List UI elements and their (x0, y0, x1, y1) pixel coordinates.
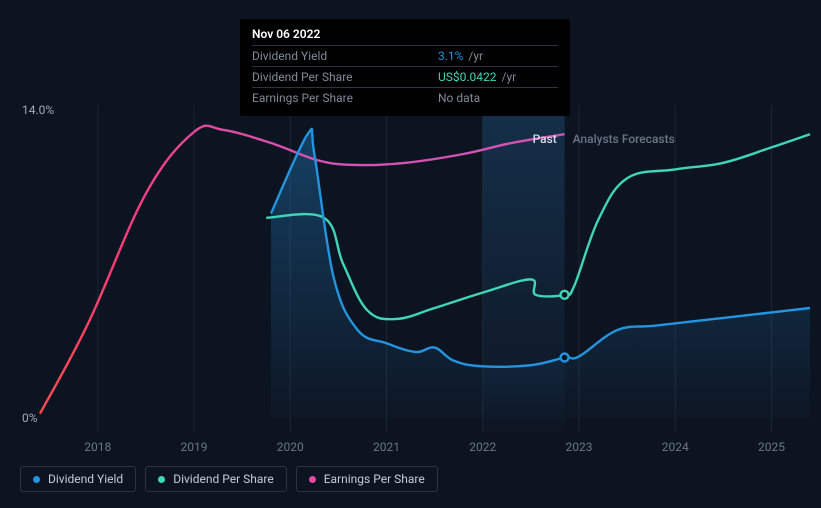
legend-item-earnings-per-share[interactable]: Earnings Per Share (296, 466, 438, 492)
tooltip-row: Dividend Per Share US$0.0422 /yr (252, 66, 558, 87)
tooltip-row: Dividend Yield 3.1% /yr (252, 45, 558, 66)
past-label: Past (533, 132, 557, 146)
legend-dot (33, 476, 40, 483)
legend-item-dividend-yield[interactable]: Dividend Yield (20, 466, 136, 492)
legend-item-dividend-per-share[interactable]: Dividend Per Share (145, 466, 287, 492)
legend-label: Dividend Yield (48, 472, 123, 486)
y-tick-label: 0% (22, 411, 38, 425)
chart-tooltip: Nov 06 2022 Dividend Yield3.1% /yrDivide… (240, 19, 570, 116)
tooltip-row-label: Dividend Per Share (252, 70, 353, 84)
tooltip-date: Nov 06 2022 (252, 27, 558, 45)
x-tick-label: 2025 (758, 440, 785, 454)
legend-label: Earnings Per Share (324, 472, 425, 486)
legend-label: Dividend Per Share (173, 472, 274, 486)
dividend-per-share-marker (561, 291, 569, 299)
tooltip-row-label: Earnings Per Share (252, 91, 353, 105)
x-tick-label: 2018 (84, 440, 111, 454)
x-tick-label: 2021 (373, 440, 400, 454)
forecast-label: Analysts Forecasts (573, 132, 675, 146)
tooltip-row-label: Dividend Yield (252, 49, 327, 63)
dividend-chart: 14.0% 0% 2018 2019 2020 2021 2022 2023 2024 2025… (0, 0, 821, 508)
x-tick-label: 2023 (566, 440, 593, 454)
x-tick-label: 2020 (277, 440, 304, 454)
x-tick-label: 2024 (662, 440, 689, 454)
dividend-yield-marker (561, 354, 569, 362)
x-tick-label: 2022 (469, 440, 496, 454)
legend-dot (309, 476, 316, 483)
x-tick-label: 2019 (181, 440, 208, 454)
y-tick-label: 14.0% (22, 103, 54, 117)
chart-legend: Dividend Yield Dividend Per Share Earnin… (20, 466, 438, 492)
tooltip-row-value: No data (438, 91, 558, 105)
tooltip-row-value: 3.1% /yr (438, 49, 558, 63)
tooltip-row: Earnings Per Share No data (252, 87, 558, 108)
legend-dot (158, 476, 165, 483)
tooltip-row-value: US$0.0422 /yr (438, 70, 558, 84)
